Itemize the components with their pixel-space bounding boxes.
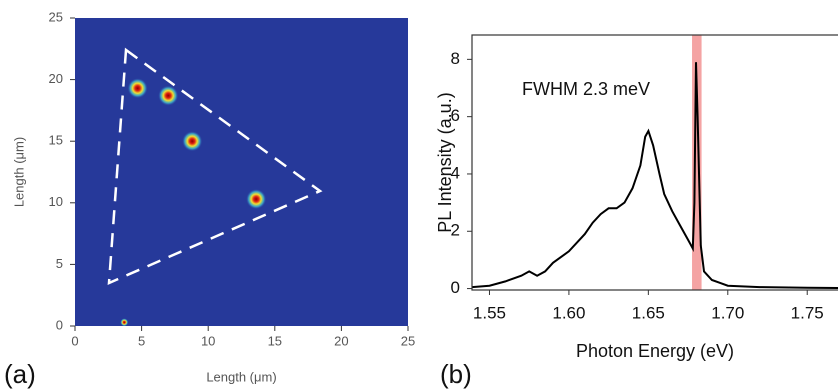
page: {"chart_data": [ {"type": "scatter", "pa… xyxy=(0,0,838,392)
y-tick-label: 25 xyxy=(49,9,63,24)
annotation: FWHM 2.3 meV xyxy=(522,79,650,99)
hot-spot xyxy=(182,131,202,151)
x-tick-label: 1.75 xyxy=(791,303,824,322)
y-tick-label: 0 xyxy=(56,317,63,332)
hot-spot xyxy=(120,318,128,326)
y-tick-label: 20 xyxy=(49,71,63,86)
x-tick-label: 1.55 xyxy=(473,303,506,322)
chart-layer: 0 5 10 15 20 25 0 5 10 15 20 25 Length (μm) Length (μ… xyxy=(4,9,838,388)
panel-label: (a) xyxy=(4,359,36,389)
y-tick-label: 15 xyxy=(49,133,63,148)
x-tick-label: 15 xyxy=(268,333,282,348)
y-tick-label: 0 xyxy=(451,278,460,297)
hot-spot xyxy=(158,86,178,106)
figure: 0 5 10 15 20 25 0 5 10 15 20 25 Length (μm) Length (μ… xyxy=(0,0,838,392)
x-tick-label: 1.70 xyxy=(711,303,744,322)
x-axis-label: Photon Energy (eV) xyxy=(576,341,734,361)
y-tick-label: 10 xyxy=(49,194,63,209)
x-tick-label: 1.60 xyxy=(552,303,585,322)
x-tick-label: 10 xyxy=(201,333,215,348)
x-tick-label: 5 xyxy=(138,333,145,348)
x-tick-label: 1.65 xyxy=(632,303,665,322)
x-tick-label: 0 xyxy=(71,333,78,348)
heatmap-background xyxy=(75,18,408,326)
y-tick-label: 5 xyxy=(56,256,63,271)
y-tick-label: 8 xyxy=(451,49,460,68)
x-tick-label: 25 xyxy=(401,333,415,348)
y-axis-label: PL Intensity (a.u.) xyxy=(435,92,455,232)
plot-frame xyxy=(472,35,838,290)
y-axis-label: Length (μm) xyxy=(11,137,26,207)
panel-label: (b) xyxy=(440,359,472,389)
x-tick-label: 20 xyxy=(334,333,348,348)
x-axis-label: Length (μm) xyxy=(206,369,276,384)
hot-spot xyxy=(246,189,266,209)
hot-spot xyxy=(128,78,148,98)
